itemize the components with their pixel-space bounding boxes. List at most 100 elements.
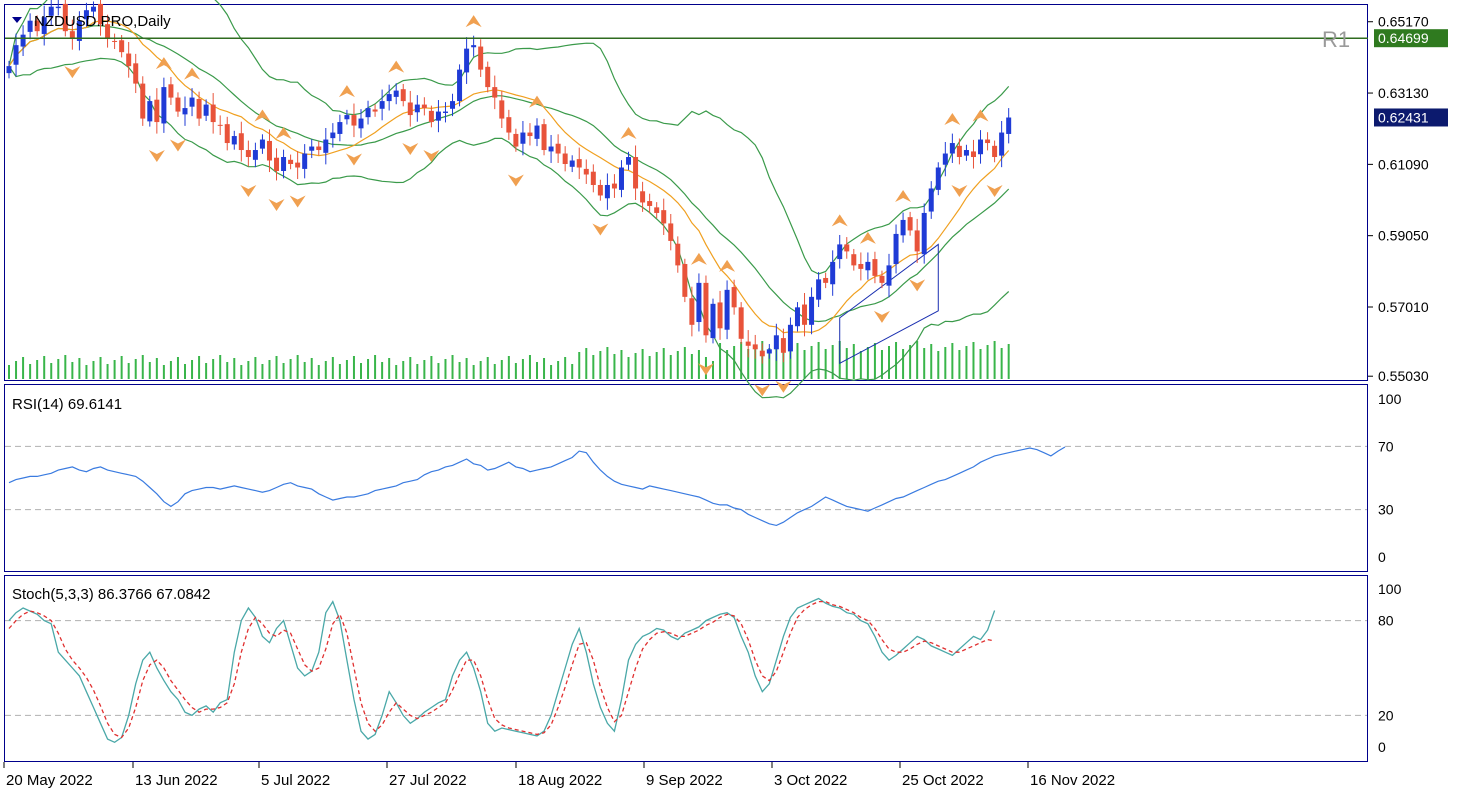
candle (717, 290, 723, 340)
candle (886, 253, 892, 298)
candle (816, 272, 822, 307)
candle (295, 151, 301, 180)
candle (140, 76, 146, 126)
candle (541, 118, 547, 156)
candle (682, 258, 688, 303)
candle (435, 100, 441, 133)
fractal-down-icon (951, 185, 968, 198)
fractal-up-icon (338, 85, 355, 98)
candle (372, 104, 378, 117)
candle (182, 96, 188, 126)
candle (893, 224, 899, 274)
stoch-panel-frame (4, 575, 1368, 762)
price-tick-label: 0.55030 (1378, 368, 1429, 384)
candle (323, 128, 329, 165)
fractal-down-icon (507, 174, 524, 187)
rsi-line (8, 446, 1066, 527)
symbol-dropdown-icon[interactable] (12, 17, 22, 23)
candle (759, 343, 765, 364)
candle (90, 1, 96, 17)
candle (274, 148, 280, 181)
candle (569, 155, 575, 173)
candle (245, 140, 251, 167)
candle (105, 14, 111, 48)
candle (393, 83, 399, 105)
candle (999, 121, 1005, 168)
price-axis: 0.65170 0.63130 0.61090 0.59050 0.57010 0.550… (1368, 14, 1429, 384)
fractal-up-icon (831, 214, 848, 227)
rsi-panel-frame (4, 384, 1368, 572)
candle (985, 132, 991, 151)
price-tick-label: 0.57010 (1378, 299, 1429, 315)
candle (794, 302, 800, 332)
candle (464, 37, 470, 84)
candle (787, 317, 793, 359)
candlesticks (6, 0, 1012, 364)
channel-outline[interactable] (839, 243, 939, 365)
moving-average-line (8, 20, 1010, 334)
candle (970, 139, 976, 169)
candle (154, 88, 160, 134)
candle (823, 272, 829, 289)
candle (112, 33, 118, 49)
candle (942, 141, 948, 177)
candle (527, 123, 533, 146)
rsi-tick-label: 30 (1378, 502, 1394, 518)
fractal-down-icon (64, 66, 81, 79)
fractal-down-icon (240, 185, 257, 198)
stoch-tick-label: 100 (1378, 581, 1402, 597)
candle (161, 77, 167, 133)
candle (597, 179, 603, 201)
candle (351, 103, 357, 138)
candle (618, 160, 624, 198)
time-tick-label: 25 Oct 2022 (902, 772, 984, 789)
candle (865, 252, 871, 280)
candle (668, 213, 674, 251)
candle (633, 145, 639, 201)
time-tick-label: 27 Jul 2022 (389, 772, 467, 789)
candle (407, 90, 413, 127)
candle (611, 174, 617, 198)
candle (780, 328, 786, 363)
candle (844, 237, 850, 259)
candle (562, 146, 568, 172)
fractal-up-icon (184, 67, 201, 80)
stoch-tick-label: 20 (1378, 707, 1394, 723)
candle (576, 147, 582, 180)
candle (344, 109, 350, 125)
stochastic-indicator (5, 597, 1367, 744)
candle (935, 162, 941, 196)
candle (555, 134, 561, 163)
bollinger-middle-line (8, 25, 1010, 323)
candle (259, 134, 265, 154)
candle (654, 202, 660, 219)
candle (27, 13, 33, 40)
fractal-down-icon (775, 380, 792, 393)
candle (900, 212, 906, 243)
candle (647, 193, 653, 214)
candle (266, 129, 272, 173)
candle (661, 198, 667, 235)
stoch-main-line (8, 597, 996, 744)
time-tick-label: 18 Aug 2022 (518, 772, 602, 789)
candle (513, 128, 519, 152)
candle (830, 250, 836, 296)
candle (83, 2, 89, 27)
candle (210, 93, 216, 134)
candle (949, 133, 955, 163)
candle (1006, 108, 1012, 144)
candle (802, 293, 808, 337)
candle (48, 0, 54, 26)
current-price-tag: 0.62431 (1374, 108, 1448, 127)
fractal-down-icon (873, 310, 890, 323)
candle (696, 273, 702, 332)
candle (76, 11, 82, 51)
time-tick-label: 16 Nov 2022 (1030, 772, 1115, 789)
candle (330, 123, 336, 148)
candle (992, 140, 998, 163)
time-tick-label: 9 Sep 2022 (646, 772, 723, 789)
price-tick-label: 0.59050 (1378, 228, 1429, 244)
candle (879, 270, 885, 289)
candle (224, 116, 230, 151)
